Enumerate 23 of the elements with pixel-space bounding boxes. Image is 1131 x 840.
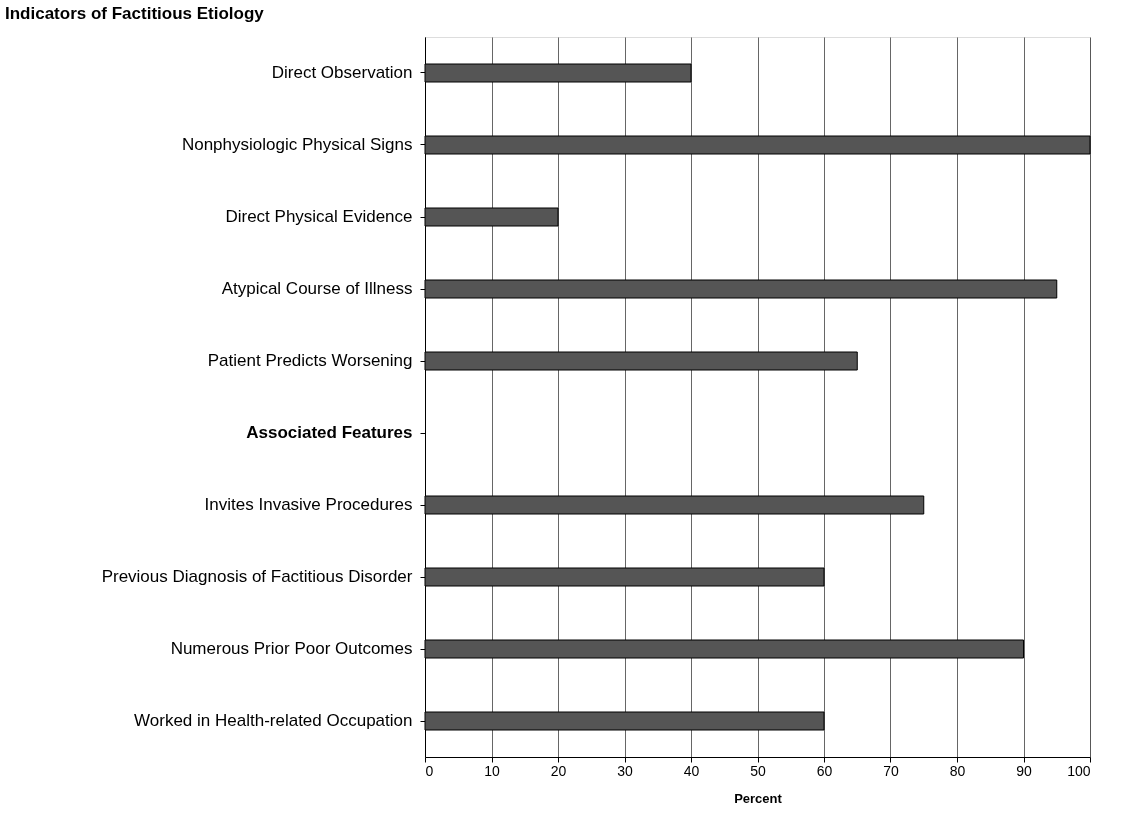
x-tick-label: 30 (617, 762, 633, 779)
y-tick-label: Numerous Prior Poor Outcomes (170, 639, 413, 658)
y-tick-label: Patient Predicts Worsening (207, 351, 413, 370)
text: Indicators of Factitious Etiology (5, 4, 265, 23)
x-tick-label: 20 (550, 762, 567, 779)
y-tick-label: Atypical Course of Illness (221, 279, 413, 298)
x-tick-label: 80 (949, 762, 966, 779)
x-tick-label: 90 (1016, 762, 1032, 779)
y-tick-label: Associated Features (246, 423, 413, 442)
x-tick-label: 100 (1067, 762, 1091, 779)
y-tick-label: Invites Invasive Procedures (204, 495, 413, 514)
x-tick-label: 50 (750, 762, 766, 779)
y-tick-label: Direct Observation (271, 63, 413, 82)
x-axis-title: Percent (734, 790, 783, 806)
x-tick-label: 0 (425, 762, 434, 779)
y-tick-label: Direct Physical Evidence (225, 207, 413, 226)
y-tick-label: Previous Diagnosis of Factitious Disorder (101, 567, 413, 586)
x-tick-label: 70 (883, 762, 899, 779)
x-tick-label: 10 (484, 762, 500, 779)
x-tick-label: 60 (816, 762, 833, 779)
y-tick-label: Nonphysiologic Physical Signs (181, 135, 413, 154)
x-tick-label: 40 (683, 762, 700, 779)
y-tick-label: Worked in Health-related Occupation (134, 711, 413, 730)
